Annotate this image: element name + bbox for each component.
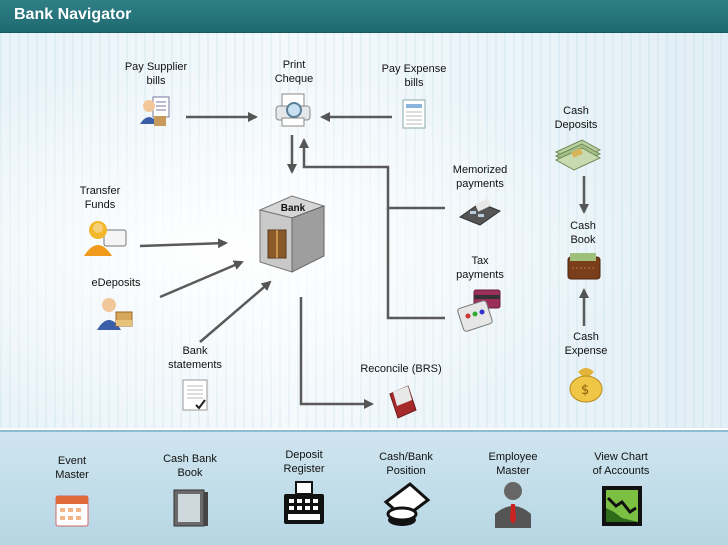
event-master-button[interactable]: Event Master [40, 454, 104, 534]
money-stack-icon [554, 139, 602, 171]
reconcile-book-icon [389, 385, 417, 419]
cash-bank-book-button[interactable]: Cash Bank Book [156, 452, 224, 536]
wallet-icon [567, 253, 601, 280]
arrow-transfer-to-bank [139, 238, 228, 249]
view-chart-label: View Chart of Accounts [592, 451, 650, 477]
pay-supplier-node[interactable]: Pay Supplier bills [118, 60, 194, 132]
employee-icon [495, 482, 531, 528]
tax-payments-label: Tax payments [456, 255, 504, 281]
arrow-statements-to-bank [199, 280, 272, 343]
print-cheque-label: Print Cheque [274, 59, 314, 85]
bank-building-icon [258, 195, 326, 273]
card-reader-icon [458, 198, 502, 226]
deposit-register-label: Deposit Register [283, 449, 325, 475]
coins-icon [383, 482, 431, 526]
document-icon [182, 379, 208, 411]
cash-bank-position-button[interactable]: Cash/Bank Position [376, 450, 436, 536]
cash-register-icon [284, 481, 324, 524]
cash-deposits-node[interactable]: Cash Deposits [546, 104, 616, 174]
pay-supplier-label: Pay Supplier bills [124, 61, 188, 87]
transfer-funds-node[interactable]: Transfer Funds [70, 184, 130, 264]
flow-arrows [139, 112, 589, 409]
bank-node[interactable]: Bank [250, 192, 334, 280]
person-transfer-icon [84, 221, 127, 256]
reconcile-label: Reconcile (BRS) [360, 363, 442, 375]
cash-deposits-label: Cash Deposits [554, 105, 598, 131]
print-cheque-node[interactable]: Print Cheque [262, 58, 326, 134]
person-document-icon [140, 96, 170, 126]
invoice-icon [402, 99, 426, 129]
employee-master-label: Employee Master [488, 451, 538, 477]
window-title: Bank Navigator [14, 6, 132, 23]
bank-statements-label: Bank statements [168, 345, 222, 371]
edeposits-label: eDeposits [91, 277, 141, 289]
view-chart-button[interactable]: View Chart of Accounts [588, 450, 654, 534]
chart-icon [602, 486, 642, 526]
arrow-bank-to-reconcile [299, 297, 374, 409]
pay-expense-label: Pay Expense bills [381, 63, 447, 89]
event-master-label: Event Master [55, 455, 89, 481]
printer-icon [275, 93, 311, 127]
arrow-edeposits-to-bank [159, 260, 244, 299]
cash-book-node[interactable]: Cash Book [556, 219, 616, 287]
svg-text:$: $ [581, 383, 589, 398]
bank-label: Bank [280, 203, 306, 214]
transfer-funds-label: Transfer Funds [79, 185, 121, 211]
memorized-payments-node[interactable]: Memorized payments [440, 163, 520, 233]
pay-expense-node[interactable]: Pay Expense bills [376, 62, 452, 132]
person-box-icon [97, 298, 133, 330]
cash-book-label: Cash Book [570, 220, 596, 246]
ledger-book-icon [173, 489, 208, 527]
title-bar: Bank Navigator [0, 0, 728, 33]
bank-statements-node[interactable]: Bank statements [160, 344, 230, 416]
tax-payments-node[interactable]: Tax payments [440, 254, 520, 338]
reconcile-node[interactable]: Reconcile (BRS) [356, 362, 446, 422]
memorized-payments-label: Memorized payments [452, 164, 508, 190]
arrow-memorized-to-cheque [299, 138, 445, 210]
cash-expense-label: Cash Expense [564, 331, 608, 357]
cash-bank-position-label: Cash/Bank Position [379, 451, 433, 477]
deposit-register-button[interactable]: Deposit Register [272, 448, 336, 534]
money-bag-icon: $ [569, 368, 603, 403]
line-tax-to-cheque [386, 208, 445, 320]
calendar-icon [55, 495, 89, 527]
cash-expense-node[interactable]: Cash Expense $ [556, 330, 616, 408]
cash-bank-book-label: Cash Bank Book [163, 453, 217, 479]
employee-master-button[interactable]: Employee Master [482, 450, 544, 534]
credit-card-keypad-icon [457, 289, 501, 332]
edeposits-node[interactable]: eDeposits [86, 276, 146, 338]
